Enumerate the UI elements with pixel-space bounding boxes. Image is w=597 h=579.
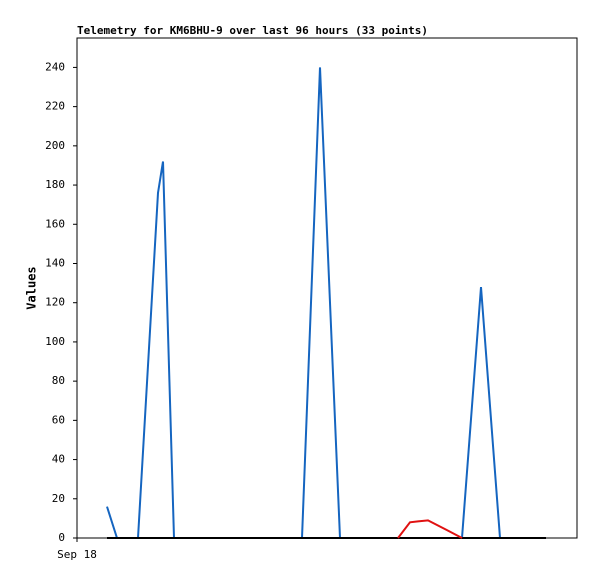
x-tick-label: Sep 18: [57, 548, 97, 561]
y-tick-label: 40: [52, 453, 65, 466]
series-line: [106, 67, 501, 539]
y-tick-label: 60: [52, 413, 65, 426]
y-axis-label: Values: [25, 266, 39, 309]
y-tick-label: 160: [45, 217, 65, 230]
y-tick-label: 140: [45, 256, 65, 269]
chart-title: Telemetry for KM6BHU-9 over last 96 hour…: [77, 24, 428, 37]
y-tick-label: 80: [52, 374, 65, 387]
y-tick-label: 200: [45, 139, 65, 152]
y-tick-label: 100: [45, 335, 65, 348]
y-tick-label: 240: [45, 60, 65, 73]
y-tick-label: 20: [52, 492, 65, 505]
series-line: [397, 519, 463, 539]
y-tick-label: 220: [45, 100, 65, 113]
y-tick-label: 0: [58, 531, 65, 544]
y-tick-label: 120: [45, 296, 65, 309]
y-tick-label: 180: [45, 178, 65, 191]
